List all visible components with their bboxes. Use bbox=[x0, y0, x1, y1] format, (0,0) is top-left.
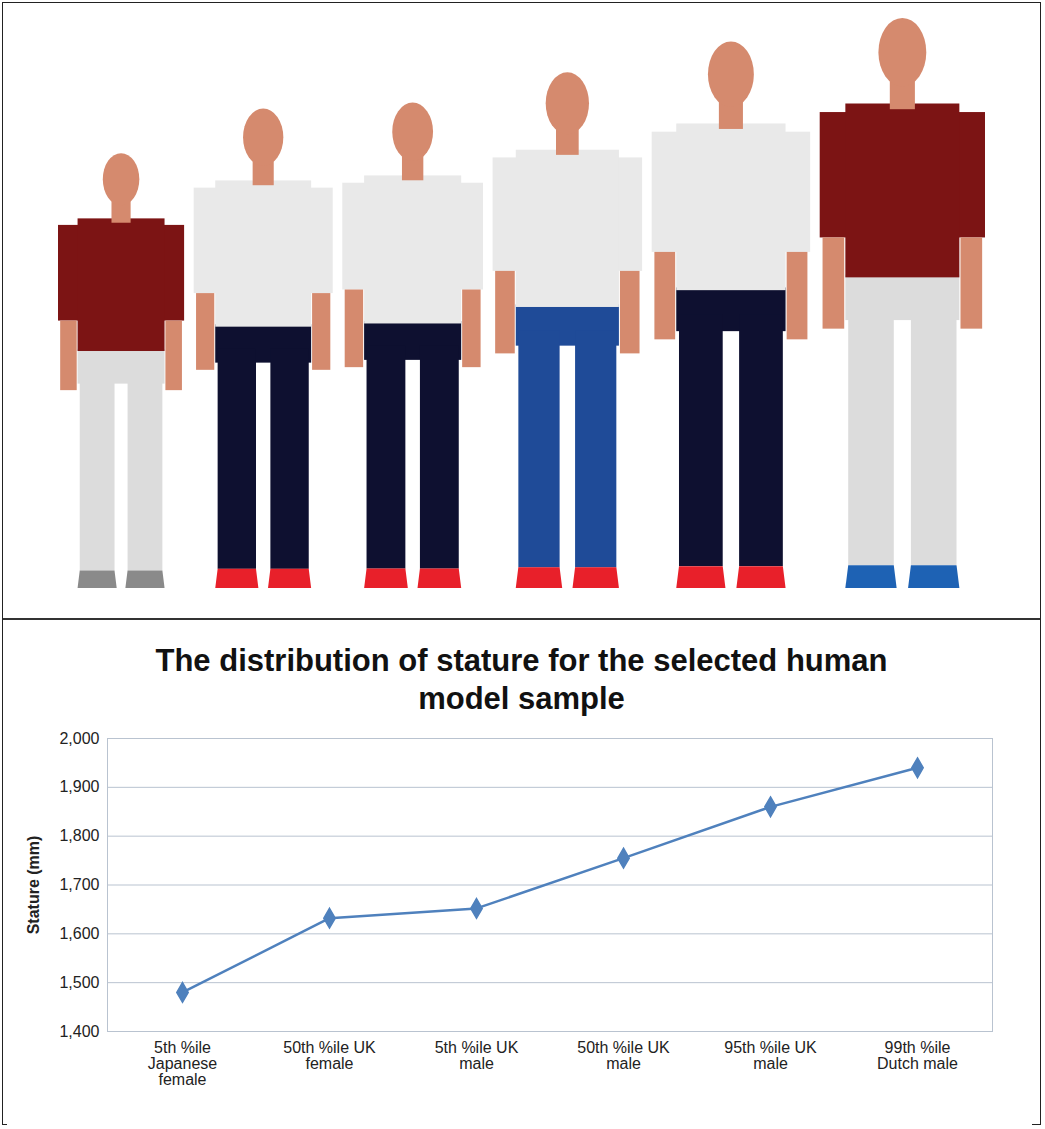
svg-text:50th %ile UKfemale: 50th %ile UKfemale bbox=[283, 1039, 376, 1072]
svg-text:Stature (mm): Stature (mm) bbox=[25, 836, 42, 935]
svg-text:95th %ile UKmale: 95th %ile UKmale bbox=[724, 1039, 817, 1072]
svg-text:1,500: 1,500 bbox=[59, 974, 99, 991]
svg-text:5th %ile UKmale: 5th %ile UKmale bbox=[435, 1039, 519, 1072]
svg-text:50th %ile UKmale: 50th %ile UKmale bbox=[577, 1039, 670, 1072]
svg-text:1,900: 1,900 bbox=[59, 778, 99, 795]
html-text:The distribution of stature fo: The distribution of stature for the sele… bbox=[155, 643, 888, 716]
svg-text:1,700: 1,700 bbox=[59, 876, 99, 893]
svg-text:1,800: 1,800 bbox=[59, 827, 99, 844]
svg-text:99th %ileDutch male: 99th %ileDutch male bbox=[877, 1039, 958, 1072]
svg-text:1,600: 1,600 bbox=[59, 925, 99, 942]
svg-text:5th %ileJapanesefemale: 5th %ileJapanesefemale bbox=[148, 1039, 217, 1088]
svg-text:2,000: 2,000 bbox=[59, 730, 99, 747]
svg-text:1,400: 1,400 bbox=[59, 1023, 99, 1040]
